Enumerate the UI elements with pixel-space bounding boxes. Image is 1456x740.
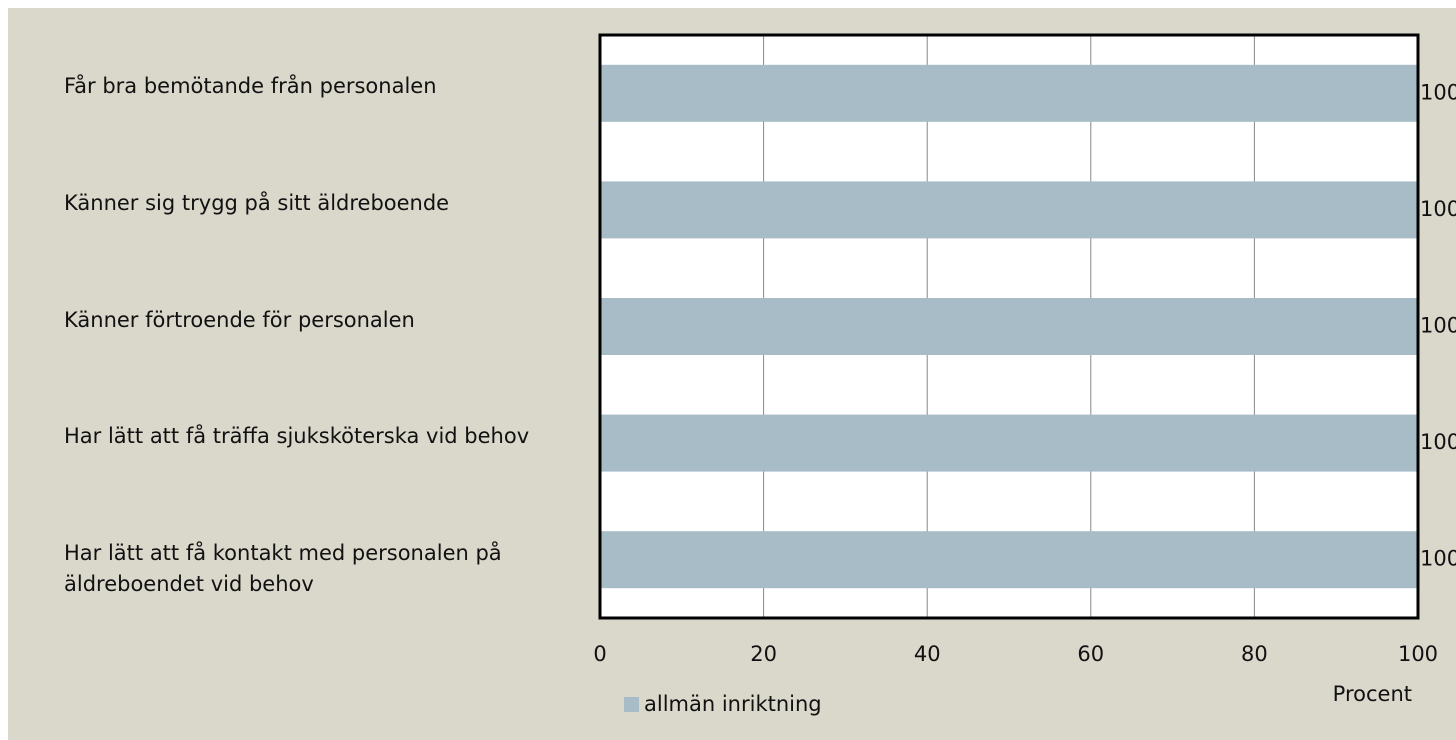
x-tick-label: 0 bbox=[593, 642, 606, 666]
bar bbox=[600, 531, 1418, 589]
x-axis-label: Procent bbox=[1333, 682, 1412, 706]
data-label: 100 bbox=[1420, 430, 1456, 454]
bar bbox=[600, 298, 1418, 355]
y-tick-label: Får bra bemötande från personalen bbox=[64, 74, 437, 99]
y-tick-label: Har lätt att få träffa sjuksköterska vid… bbox=[64, 424, 530, 449]
x-tick-label: 20 bbox=[750, 642, 777, 666]
legend-swatch bbox=[624, 697, 639, 712]
x-tick-label: 40 bbox=[914, 642, 941, 666]
bar bbox=[600, 64, 1418, 122]
y-tick-label: Känner förtroende för personalen bbox=[64, 307, 415, 332]
bar bbox=[600, 181, 1418, 239]
legend-label: allmän inriktning bbox=[644, 692, 822, 716]
data-label: 100 bbox=[1420, 80, 1456, 104]
data-label: 100 bbox=[1420, 547, 1456, 571]
x-tick-label: 80 bbox=[1241, 642, 1268, 666]
data-label: 100 bbox=[1420, 197, 1456, 221]
y-tick-label: Känner sig trygg på sitt äldreboende bbox=[64, 190, 450, 215]
data-label: 100 bbox=[1420, 314, 1456, 338]
y-tick-label: Har lätt att få kontakt med personalen p… bbox=[64, 540, 502, 596]
bar bbox=[600, 414, 1418, 472]
x-tick-label: 60 bbox=[1077, 642, 1104, 666]
x-tick-label: 100 bbox=[1398, 642, 1438, 666]
plot-frame bbox=[598, 33, 1420, 620]
